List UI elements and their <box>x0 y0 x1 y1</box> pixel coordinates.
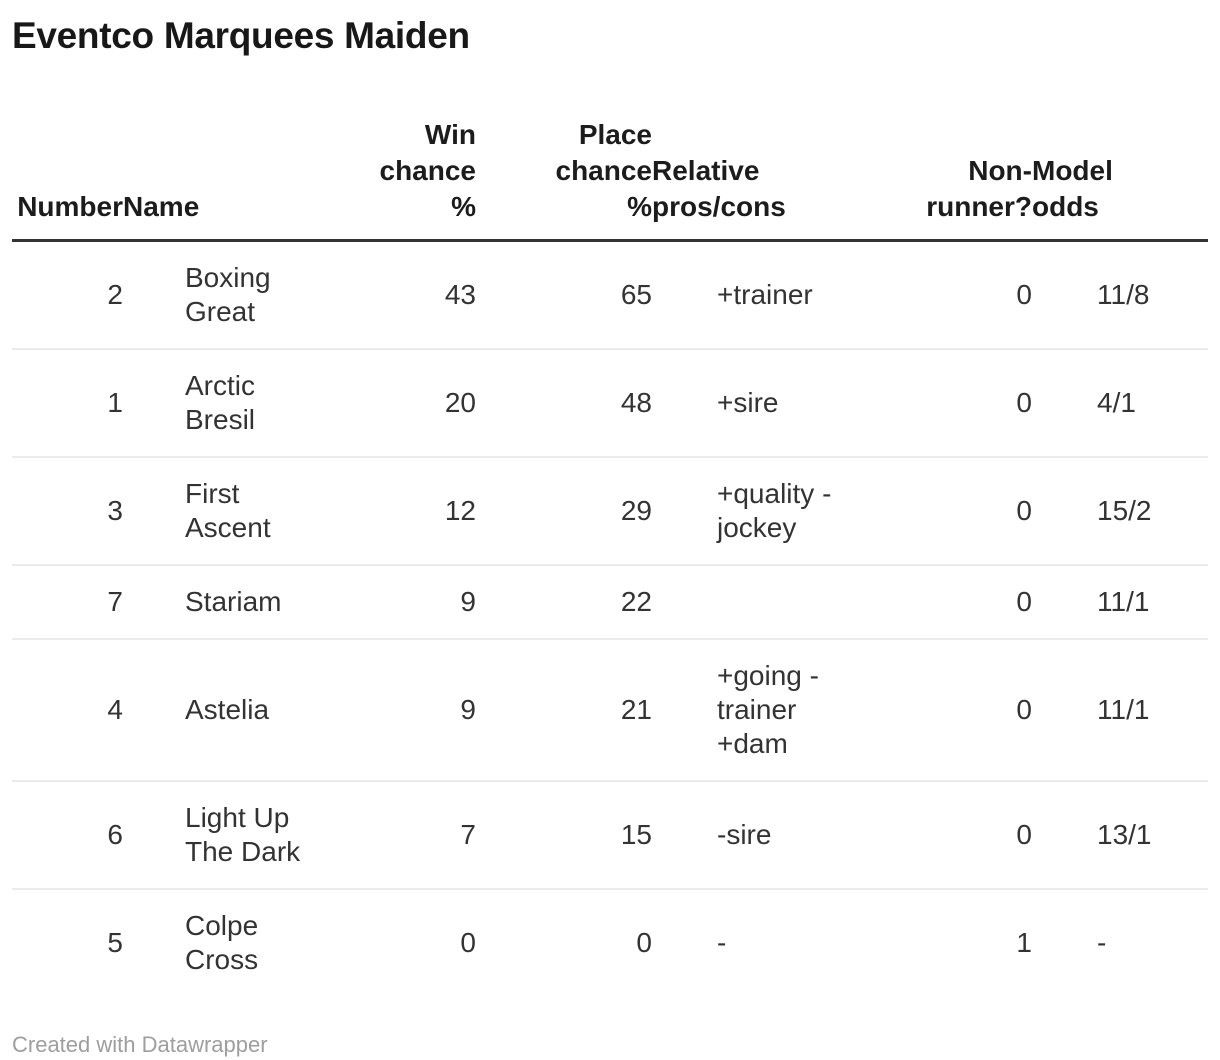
cell-pros-cons-text: -sire <box>717 819 772 850</box>
cell-win-chance: 9 <box>460 694 476 725</box>
cell-name: Stariam <box>123 565 310 639</box>
cell-pros-cons: +going -trainer +dam <box>652 639 860 781</box>
cell-place-chance: 15 <box>620 819 652 850</box>
table-row: 6 Light Up The Dark 7 15 -sire 0 13/1 <box>12 781 1208 889</box>
table-row: 1 Arctic Bresil 20 48 +sire 0 4/1 <box>12 349 1208 457</box>
page-title: Eventco Marquees Maiden <box>12 15 470 56</box>
cell-pros-cons <box>652 565 860 639</box>
col-header-model-odds: Model odds <box>1032 155 1113 222</box>
cell-model-odds: 4/1 <box>1097 387 1136 418</box>
cell-model-odds: 13/1 <box>1097 819 1152 850</box>
cell-pros-cons-text: +sire <box>717 387 779 418</box>
cell-name: Arctic Bresil <box>123 349 310 457</box>
cell-model-odds: 11/1 <box>1097 694 1150 725</box>
table-row: 5 Colpe Cross 0 0 - 1 - <box>12 889 1208 996</box>
cell-pros-cons: +trainer <box>652 241 860 350</box>
cell-model-odds: - <box>1097 927 1107 958</box>
cell-place-chance: 22 <box>620 586 652 617</box>
cell-win-chance: 0 <box>460 927 476 958</box>
table-row: 7 Stariam 9 22 0 11/1 <box>12 565 1208 639</box>
cell-pros-cons: -sire <box>652 781 860 889</box>
cell-name-text: Light Up The Dark <box>185 802 301 867</box>
col-header-place-chance: Place chance % <box>555 119 653 222</box>
cell-win-chance: 7 <box>460 819 476 850</box>
cell-pros-cons: - <box>652 889 860 996</box>
col-header-name: Name <box>123 191 200 222</box>
cell-pros-cons-text: +trainer <box>717 279 813 310</box>
cell-name-text: Colpe Cross <box>185 910 259 975</box>
cell-win-chance: 9 <box>460 586 476 617</box>
table-row: 4 Astelia 9 21 +going -trainer +dam 0 11/1 <box>12 639 1208 781</box>
cell-pros-cons: +sire <box>652 349 860 457</box>
cell-non-runner: 0 <box>1016 279 1032 310</box>
data-table: Number Name Win chance % Place chance % … <box>12 104 1208 996</box>
col-header-non-runner: Non-runner? <box>926 155 1032 222</box>
table-row: 3 First Ascent 12 29 +quality -jockey 0 15/2 <box>12 457 1208 565</box>
cell-name: First Ascent <box>123 457 310 565</box>
cell-name: Boxing Great <box>123 241 310 350</box>
cell-place-chance: 0 <box>636 927 652 958</box>
cell-name: Colpe Cross <box>123 889 310 996</box>
cell-win-chance: 12 <box>444 495 476 526</box>
cell-place-chance: 29 <box>620 495 652 526</box>
cell-number: 5 <box>107 927 123 958</box>
cell-name-text: Arctic Bresil <box>185 370 256 435</box>
cell-pros-cons-text: +going -trainer +dam <box>717 660 819 759</box>
cell-non-runner: 0 <box>1016 694 1032 725</box>
cell-number: 3 <box>107 495 123 526</box>
table-header: Number Name Win chance % Place chance % … <box>12 104 1208 241</box>
datawrapper-credit: Created with Datawrapper <box>12 1032 268 1057</box>
cell-name: Astelia <box>123 639 310 781</box>
cell-pros-cons: +quality -jockey <box>652 457 860 565</box>
col-header-win-chance: Win chance % <box>379 119 477 222</box>
table-body: 2 Boxing Great 43 65 +trainer 0 11/8 1 Arctic Br… <box>12 241 1208 997</box>
cell-number: 4 <box>107 694 123 725</box>
cell-place-chance: 65 <box>620 279 652 310</box>
cell-name-text: First Ascent <box>185 478 271 543</box>
cell-win-chance: 43 <box>444 279 476 310</box>
cell-number: 7 <box>107 586 123 617</box>
cell-place-chance: 48 <box>620 387 652 418</box>
table-row: 2 Boxing Great 43 65 +trainer 0 11/8 <box>12 241 1208 350</box>
cell-number: 2 <box>107 279 123 310</box>
col-header-pros-cons: Relative pros/cons <box>652 155 786 222</box>
cell-name: Light Up The Dark <box>123 781 310 889</box>
cell-place-chance: 21 <box>620 694 652 725</box>
cell-model-odds: 11/1 <box>1097 586 1150 617</box>
cell-name-text: Stariam <box>185 586 282 617</box>
cell-non-runner: 0 <box>1016 586 1032 617</box>
cell-pros-cons-text: - <box>717 927 727 958</box>
col-header-number: Number <box>17 191 123 222</box>
cell-number: 6 <box>107 819 123 850</box>
cell-name-text: Boxing Great <box>185 262 271 327</box>
cell-model-odds: 15/2 <box>1097 495 1152 526</box>
cell-pros-cons-text: +quality -jockey <box>717 478 832 543</box>
cell-win-chance: 20 <box>444 387 476 418</box>
cell-non-runner: 0 <box>1016 387 1032 418</box>
table-header-row: Number Name Win chance % Place chance % … <box>12 104 1208 241</box>
cell-non-runner: 1 <box>1016 927 1032 958</box>
cell-number: 1 <box>107 387 123 418</box>
cell-non-runner: 0 <box>1016 495 1032 526</box>
cell-name-text: Astelia <box>185 694 270 725</box>
cell-non-runner: 0 <box>1016 819 1032 850</box>
cell-model-odds: 11/8 <box>1097 279 1150 310</box>
